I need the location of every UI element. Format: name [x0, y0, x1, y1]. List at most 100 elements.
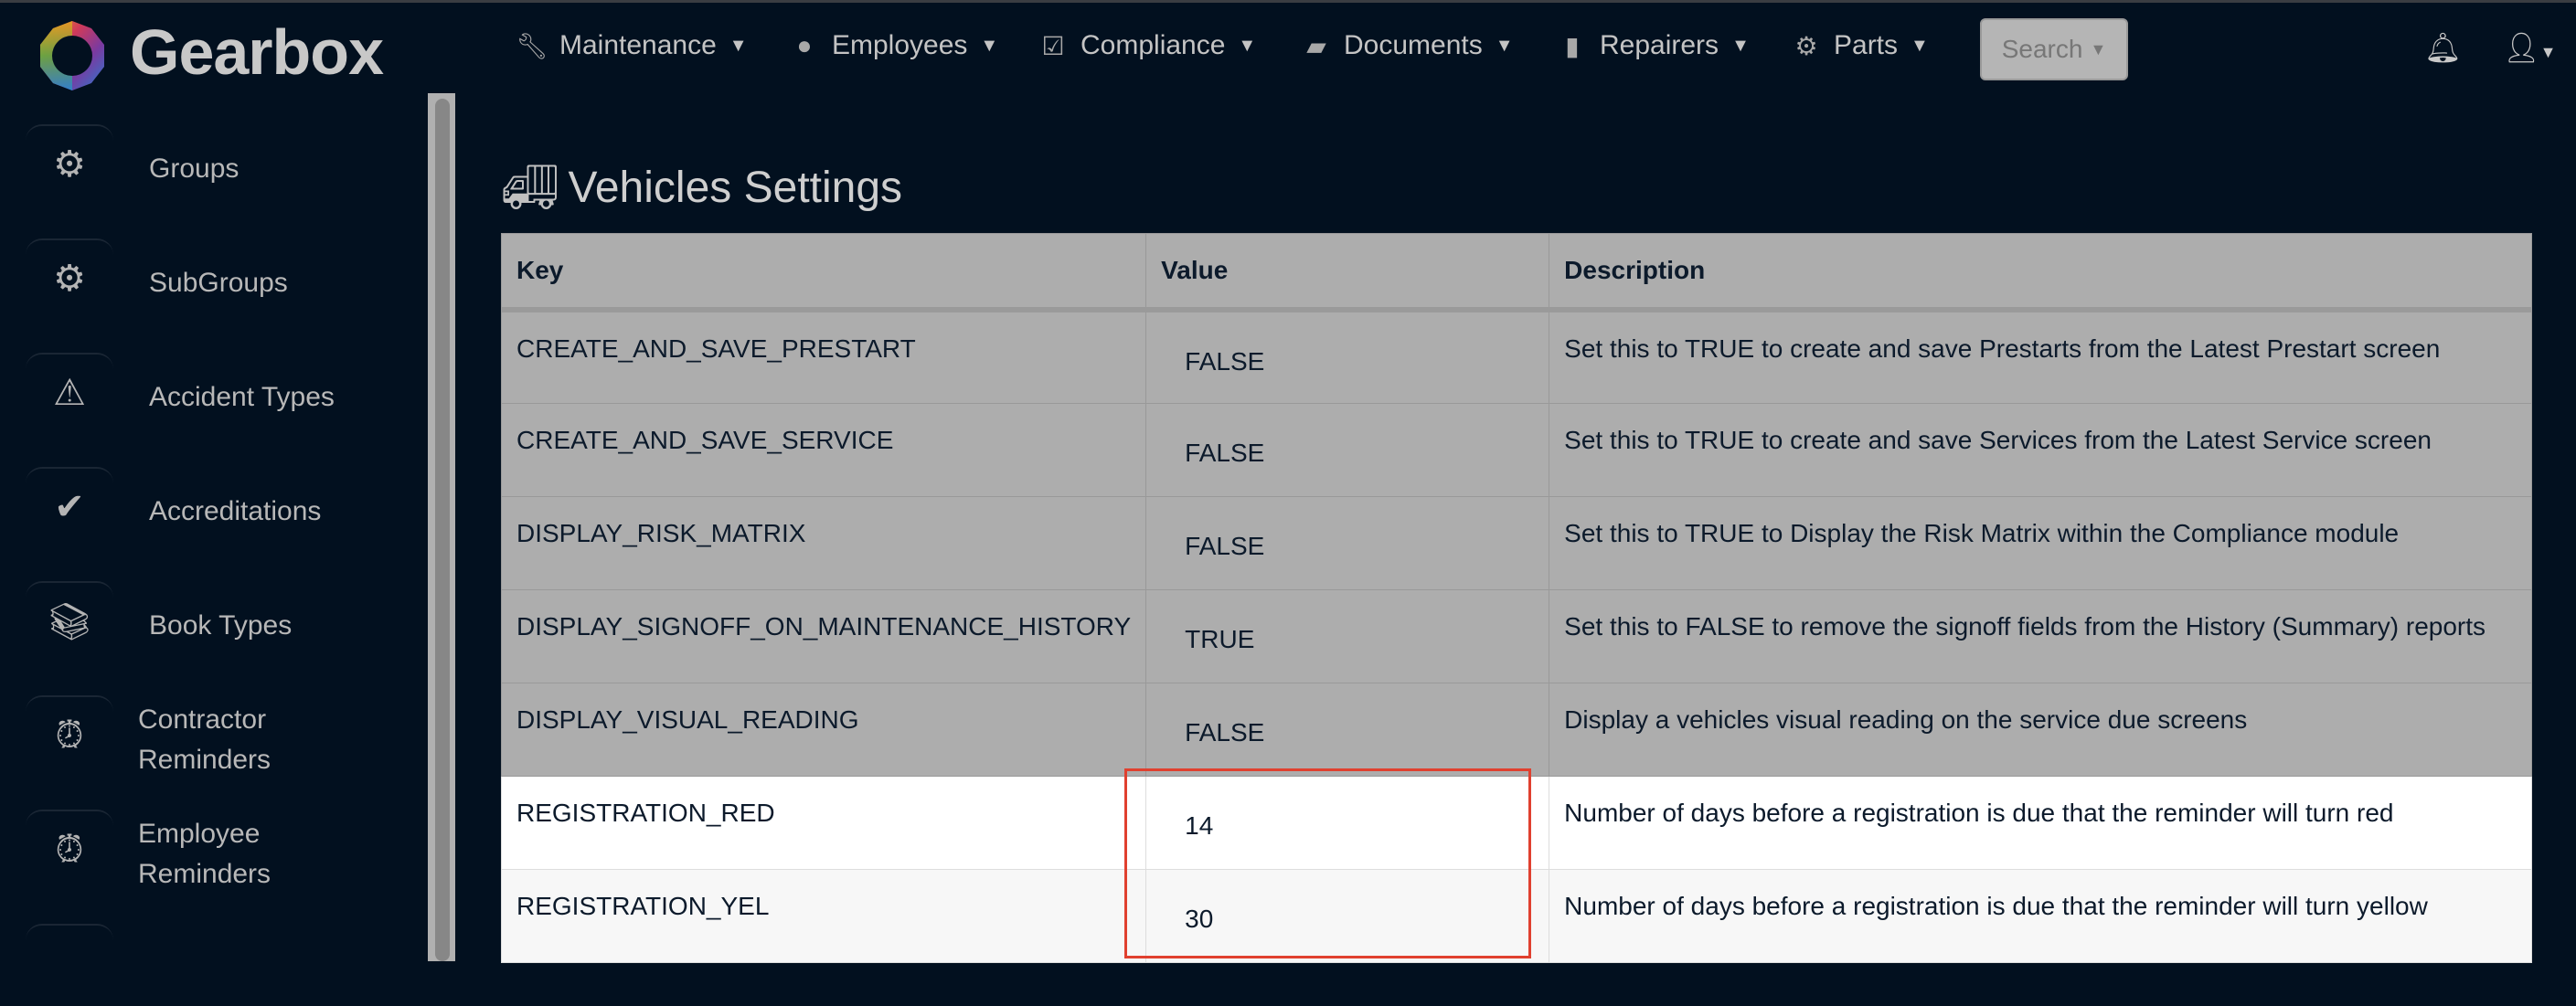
cell-value[interactable]: FALSE	[1145, 495, 1550, 590]
cell-description: Set this to TRUE to Display the Risk Mat…	[1549, 495, 2532, 590]
caret-down-icon: ▼	[1911, 35, 1929, 56]
icon-frame	[26, 238, 113, 321]
gears-icon: ⚙	[53, 259, 86, 299]
truck-icon: 🚚︎	[501, 162, 559, 213]
caret-down-icon: ▼	[980, 35, 999, 56]
cell-value[interactable]: FALSE	[1145, 402, 1550, 497]
caret-down-icon: ▼	[729, 35, 748, 56]
table-row[interactable]: CREATE_AND_SAVE_PRESTART FALSE Set this to…	[500, 309, 2532, 404]
nav-repairers-label: Repairers	[1600, 30, 1719, 60]
caret-down-icon: ▼	[2539, 43, 2557, 61]
bell-icon[interactable]: 🔔︎	[2424, 31, 2462, 64]
icon-frame	[26, 581, 113, 663]
cell-description: Set this to TRUE to create and save Serv…	[1549, 402, 2532, 497]
page-title: 🚚︎ Vehicles Settings	[501, 161, 902, 215]
cell-key: REGISTRATION_YEL	[500, 868, 1147, 963]
sidebar-item-accreditations[interactable]: ✔ Accreditations	[0, 434, 420, 548]
nav-parts-label: Parts	[1834, 30, 1899, 60]
caret-down-icon: ▼	[1495, 35, 1514, 56]
cell-key: DISPLAY_RISK_MATRIX	[500, 495, 1147, 590]
search-dropdown-button[interactable]: Search ▼	[1980, 18, 2128, 80]
table-row[interactable]: REGISTRATION_YEL 30 Number of days before …	[500, 868, 2532, 963]
header-key: Key	[500, 233, 1147, 312]
icon-frame	[26, 124, 113, 206]
alarm-clock-icon: ⏰︎	[55, 715, 84, 756]
address-book-icon: ▮	[1565, 31, 1580, 60]
nav-compliance-label: Compliance	[1080, 30, 1226, 60]
gears-icon: ⚙	[53, 144, 86, 185]
cell-description: Set this to TRUE to create and save Pres…	[1549, 309, 2532, 404]
nav-documents-label: Documents	[1344, 30, 1483, 60]
cell-description: Display a vehicles visual reading on the…	[1549, 682, 2532, 777]
sidebar-item-label: Accreditations	[149, 496, 322, 526]
sidebar-item-employee-reminders[interactable]: ⏰︎ Employee Reminders	[0, 777, 420, 891]
sidebar-item-label: Employee Reminders	[138, 819, 271, 889]
sidebar-item-book-types[interactable]: 📚︎ Book Types	[0, 548, 420, 662]
nav-maintenance[interactable]: 🔧︎ Maintenance ▼	[516, 30, 748, 61]
cell-value[interactable]: 30	[1145, 868, 1550, 963]
books-icon: 📚︎	[46, 601, 93, 642]
user-menu[interactable]: 👤︎▼	[2503, 30, 2556, 65]
icon-frame	[26, 467, 113, 549]
cell-value[interactable]: FALSE	[1145, 309, 1550, 404]
icon-frame	[26, 924, 113, 1006]
icon-frame	[26, 353, 113, 435]
nav-compliance[interactable]: ☑ Compliance ▼	[1038, 30, 1256, 61]
cell-description: Number of days before a registration is …	[1549, 775, 2532, 870]
caret-down-icon: ▼	[1238, 35, 1257, 56]
sidebar-item-label: Book Types	[149, 610, 293, 641]
sidebar-scrollbar[interactable]	[428, 93, 455, 961]
user-icon: 👤︎	[2503, 31, 2540, 64]
sidebar-item-groups[interactable]: ⚙ Groups	[0, 91, 420, 206]
cell-value[interactable]: 14	[1145, 775, 1550, 870]
wrench-icon: 🔧︎	[516, 31, 548, 60]
table-row[interactable]: DISPLAY_VISUAL_READING FALSE Display a veh…	[500, 682, 2532, 777]
cell-key: CREATE_AND_SAVE_PRESTART	[500, 309, 1147, 404]
nav-repairers[interactable]: ▮ Repairers ▼	[1558, 30, 1750, 61]
table-row[interactable]: DISPLAY_SIGNOFF_ON_MAINTENANCE_HISTORY TR…	[500, 588, 2532, 683]
cell-key: DISPLAY_SIGNOFF_ON_MAINTENANCE_HISTORY	[500, 588, 1147, 683]
calendar-check-icon: ☑	[1041, 31, 1065, 60]
icon-frame	[26, 695, 113, 778]
nav-parts[interactable]: ⚙ Parts ▼	[1792, 30, 1929, 61]
sidebar-item-partial[interactable]	[0, 891, 420, 1005]
cell-value[interactable]: TRUE	[1145, 588, 1550, 683]
table-row[interactable]: DISPLAY_RISK_MATRIX FALSE Set this to TRUE…	[500, 495, 2532, 590]
caret-down-icon: ▼	[2090, 39, 2107, 58]
check-double-icon: ✔	[54, 487, 85, 527]
cell-key: CREATE_AND_SAVE_SERVICE	[500, 402, 1147, 497]
nav-employees[interactable]: ● Employees ▼	[790, 30, 999, 61]
cell-value[interactable]: FALSE	[1145, 682, 1550, 777]
brand-name[interactable]: Gearbox	[130, 16, 384, 88]
search-label: Search	[2001, 35, 2083, 63]
caret-down-icon: ▼	[1731, 35, 1750, 56]
settings-table: Key Value Description CREATE_AND_SAVE_PR…	[500, 233, 2532, 963]
header-value: Value	[1145, 233, 1550, 312]
folder-open-icon: ▰	[1306, 31, 1326, 60]
sidebar-item-subgroups[interactable]: ⚙ SubGroups	[0, 206, 420, 320]
top-navbar: Gearbox 🔧︎ Maintenance ▼ ● Employees ▼ ☑ Comp…	[0, 3, 2576, 91]
page-title-text: Vehicles Settings	[568, 164, 903, 212]
header-description: Description	[1549, 233, 2532, 312]
table-header-row: Key Value Description	[500, 233, 2532, 312]
window-top-strip	[0, 0, 2576, 3]
scrollbar-thumb[interactable]	[435, 99, 450, 961]
nav-maintenance-label: Maintenance	[559, 30, 717, 60]
cell-key: DISPLAY_VISUAL_READING	[500, 682, 1147, 777]
nav-documents[interactable]: ▰ Documents ▼	[1302, 30, 1514, 61]
cell-description: Set this to FALSE to remove the signoff …	[1549, 588, 2532, 683]
alarm-clock-icon: ⏰︎	[55, 829, 84, 870]
sidebar-item-label: Groups	[149, 154, 240, 184]
table-row[interactable]: CREATE_AND_SAVE_SERVICE FALSE Set this to …	[500, 402, 2532, 497]
cell-key: REGISTRATION_RED	[500, 775, 1147, 870]
table-row[interactable]: REGISTRATION_RED 14 Number of days before …	[500, 775, 2532, 870]
sidebar-item-label: Contractor Reminders	[138, 704, 271, 775]
user-circle-icon: ●	[796, 31, 813, 59]
sidebar-item-contractor-reminders[interactable]: ⏰︎ Contractor Reminders	[0, 662, 420, 777]
sidebar-item-label: Accident Types	[149, 382, 335, 412]
gearbox-logo-icon[interactable]	[35, 19, 110, 92]
cell-description: Number of days before a registration is …	[1549, 868, 2532, 963]
nav-employees-label: Employees	[832, 30, 968, 60]
sidebar-item-accident-types[interactable]: ⚠ Accident Types	[0, 320, 420, 434]
gear-icon: ⚙	[1794, 31, 1818, 60]
